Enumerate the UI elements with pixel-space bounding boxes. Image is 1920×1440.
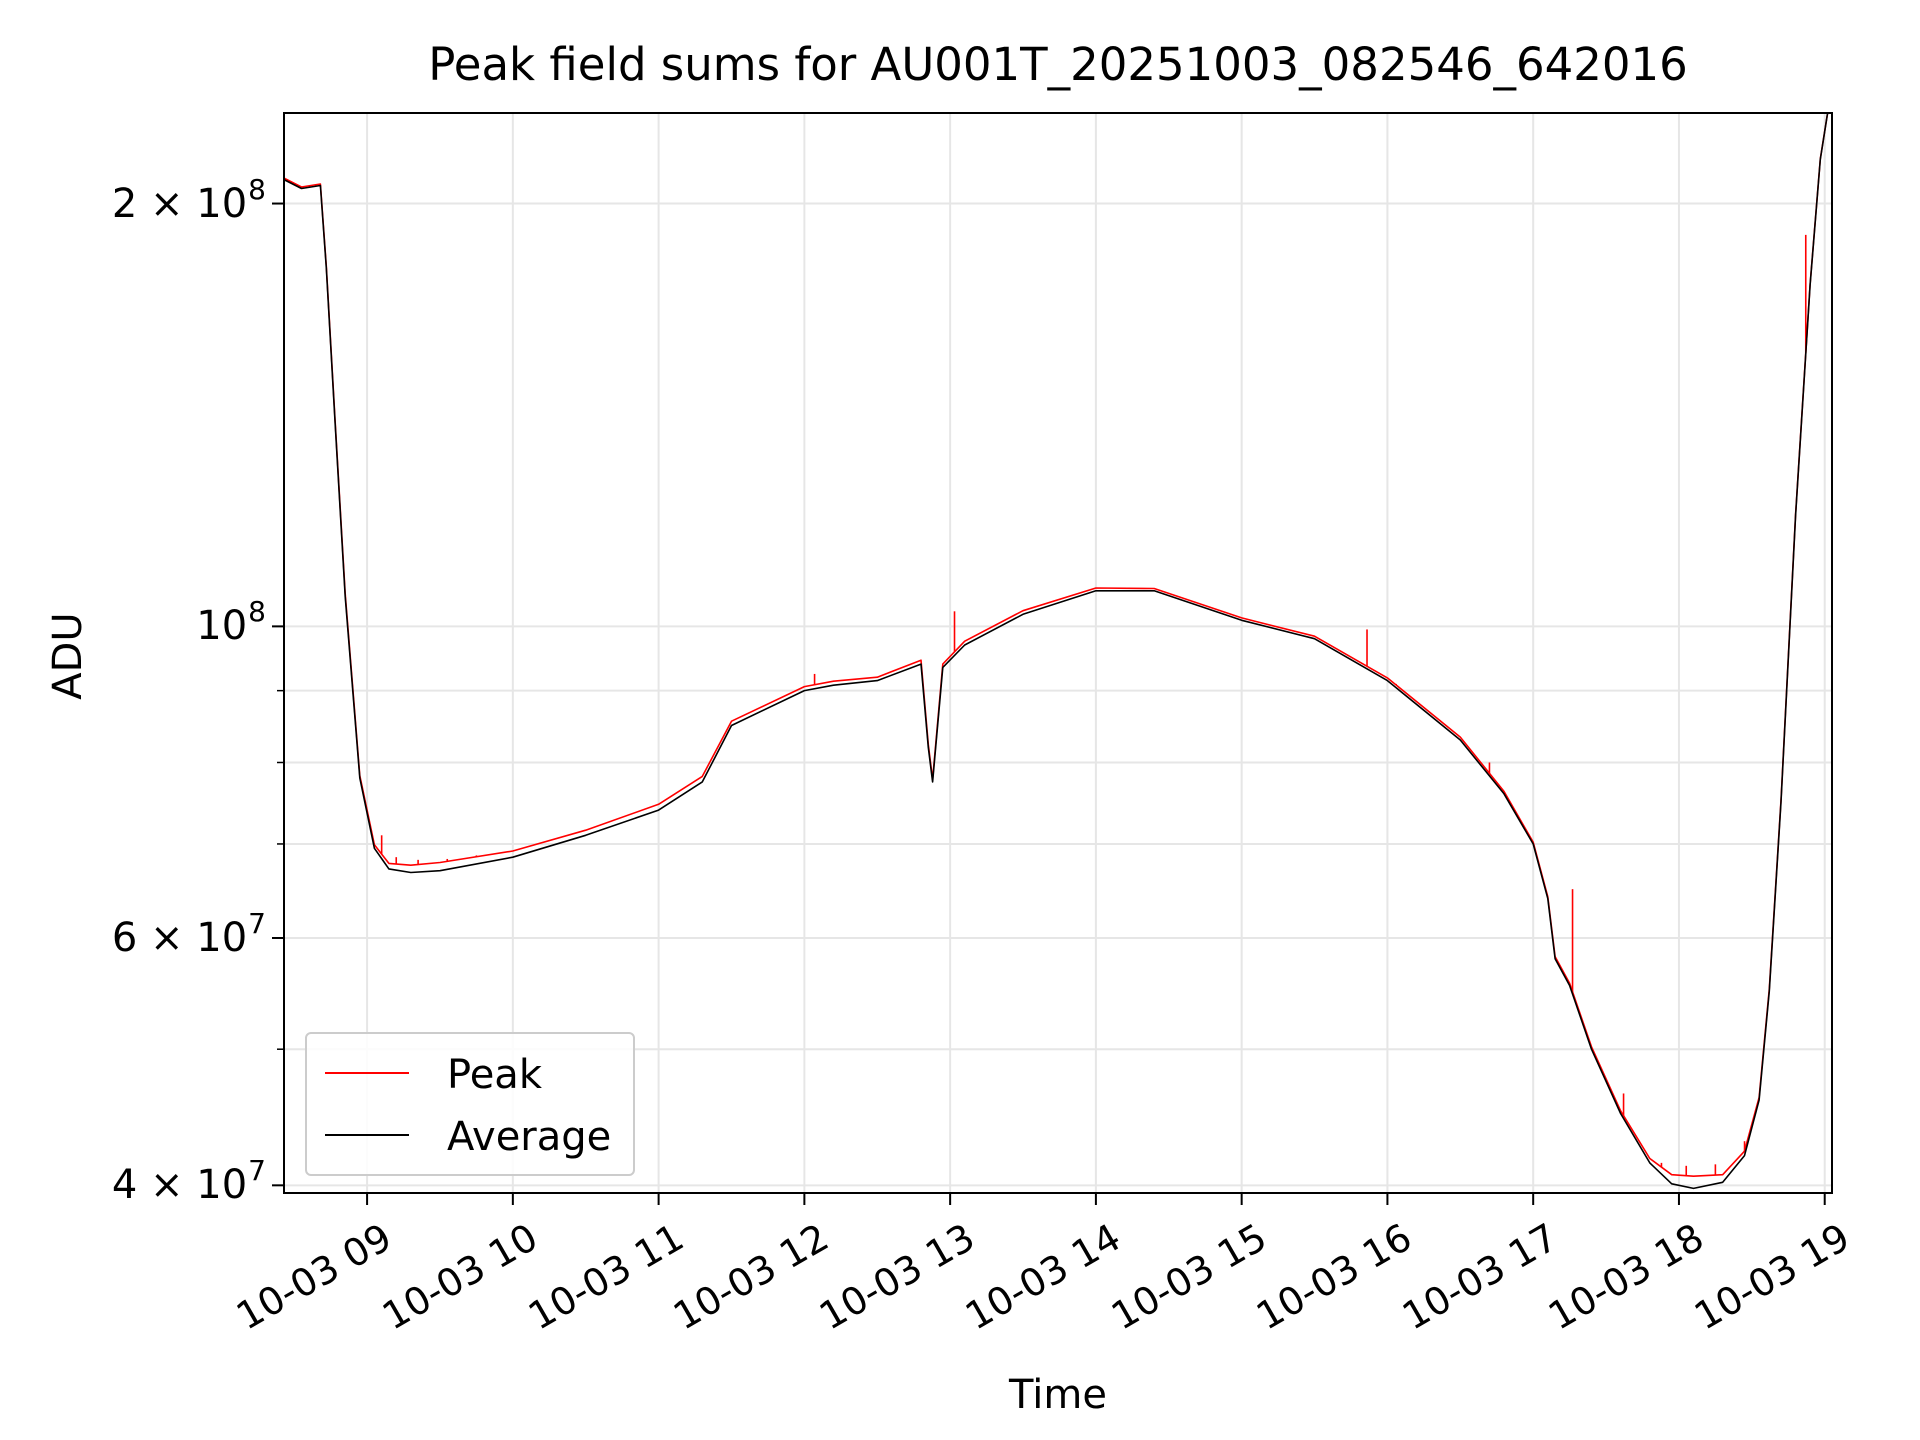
series-layer [283,112,1832,1190]
y-tick-label: 108 [196,595,266,650]
plot-frame [283,112,1833,1194]
chart-title: Peak field sums for AU001T_20251003_0825… [428,38,1688,91]
series-line-average [283,112,1832,1190]
legend: Peak Average [305,1032,635,1176]
x-axis-label: Time [1009,1372,1107,1418]
legend-swatch-peak [325,1072,409,1074]
y-tick-label: 6 × 107 [111,906,266,961]
tick-marks [272,202,1826,1205]
grid-lines [284,113,1832,1193]
y-tick-label: 4 × 107 [111,1154,266,1209]
y-tick-label: 2 × 108 [111,172,266,227]
y-axis-label: ADU [45,612,91,700]
legend-swatch-average [325,1134,409,1136]
legend-label-average: Average [447,1114,612,1160]
legend-label-peak: Peak [447,1052,542,1098]
series-line-peak [283,112,1832,1177]
